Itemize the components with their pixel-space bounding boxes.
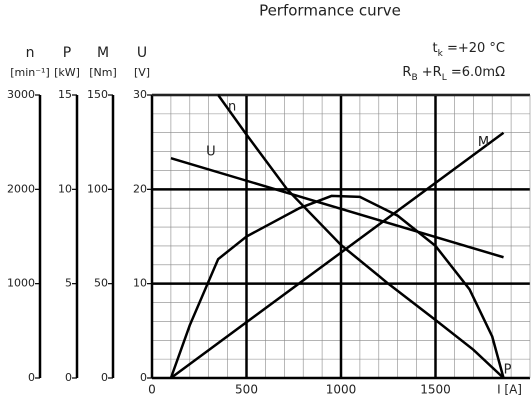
y-tick-label: 0: [28, 371, 35, 384]
y-tick-label: 2000: [7, 182, 35, 195]
y-tick-label: 0: [65, 371, 72, 384]
y-axis-unit: [kW]: [54, 66, 80, 79]
y-tick-label: 50: [94, 277, 108, 290]
curve: [169, 194, 505, 379]
curve-label: P: [504, 363, 512, 378]
annotation: tk =+20 °C: [433, 41, 506, 59]
chart-title: Performance curve: [259, 2, 401, 20]
curve: [170, 131, 505, 380]
y-tick-label: 15: [58, 88, 72, 101]
x-axis-label: I [A]: [497, 383, 522, 397]
y-tick-label: 150: [87, 88, 108, 101]
curve-label: U: [206, 145, 216, 160]
y-tick-label: 5: [65, 277, 72, 290]
y-tick-label: 1000: [7, 277, 35, 290]
x-tick-label: 1000: [326, 383, 357, 397]
x-tick-label: 1500: [420, 383, 451, 397]
subscript: L: [442, 73, 447, 83]
y-tick-label: 3000: [7, 88, 35, 101]
annotation-text: t: [433, 41, 438, 56]
y-tick-label: 10: [133, 277, 147, 290]
annotation: RB +RL =6.0mΩ: [402, 65, 505, 83]
y-axis-name: U: [137, 45, 147, 61]
curve-label: n: [228, 100, 236, 115]
y-axis-name: n: [26, 45, 35, 61]
curve-label: M: [478, 135, 489, 150]
y-axis-name: M: [97, 45, 109, 61]
y-tick-label: 20: [133, 182, 147, 195]
annotation-text: R: [402, 65, 411, 80]
y-axis-unit: [min⁻¹]: [10, 66, 50, 79]
x-tick-label: 0: [148, 383, 156, 397]
y-axis-unit: [V]: [134, 66, 150, 79]
curve: [170, 157, 504, 259]
y-tick-label: 0: [140, 371, 147, 384]
annotation-text: +R: [418, 65, 442, 80]
y-tick-label: 0: [101, 371, 108, 384]
y-tick-label: 100: [87, 182, 108, 195]
subscript: B: [411, 73, 417, 83]
y-tick-label: 10: [58, 182, 72, 195]
y-axis-unit: [Nm]: [89, 66, 117, 79]
annotation-text: =6.0mΩ: [447, 65, 505, 80]
y-axis-name: P: [63, 45, 71, 61]
curve: [217, 94, 505, 379]
annotation-text: =+20 °C: [443, 41, 505, 56]
y-tick-label: 30: [133, 88, 147, 101]
subscript: k: [438, 49, 444, 59]
x-tick-label: 500: [235, 383, 258, 397]
